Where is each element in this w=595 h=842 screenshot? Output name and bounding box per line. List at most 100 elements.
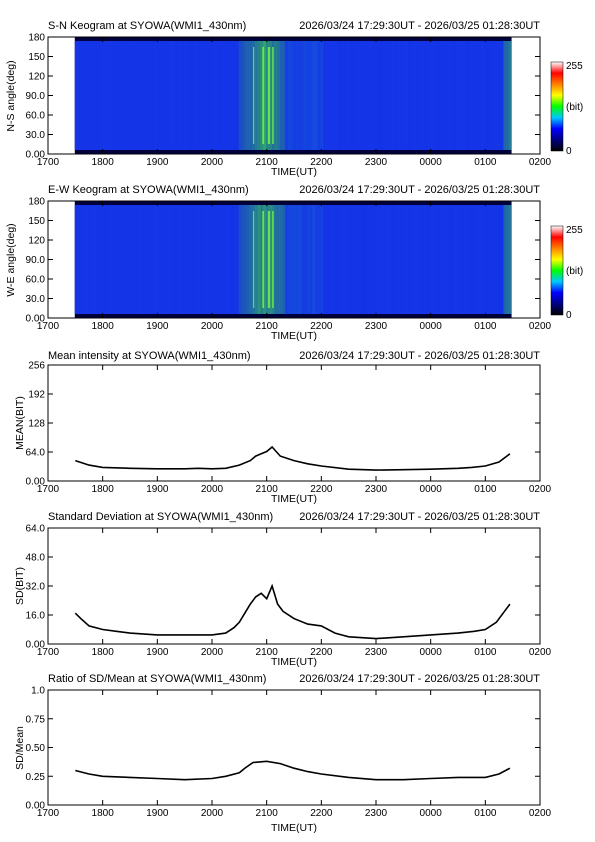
sn-keogram-panel: S-N Keogram at SYOWA(WMI1_430nm) 2026/03… [5, 20, 583, 178]
auroral-arc [253, 211, 255, 308]
x-tick-label: 1700 [37, 647, 60, 658]
keogram-column [402, 205, 406, 314]
sd-xlabel: TIME(UT) [271, 656, 317, 668]
keogram-column [121, 205, 125, 314]
x-tick-label: 0200 [529, 321, 552, 332]
keogram-column [153, 41, 157, 150]
x-tick-label: 0100 [474, 484, 497, 495]
keogram-column [366, 41, 370, 150]
mean-title: Mean intensity at SYOWA(WMI1_430nm) [48, 350, 251, 362]
keogram-column [405, 41, 409, 150]
x-tick-label: 0100 [474, 647, 497, 658]
x-tick-label: 0100 [474, 157, 497, 168]
x-tick-label: 2200 [310, 321, 333, 332]
keogram-column [151, 41, 155, 150]
keogram-column [80, 205, 84, 314]
keogram-column [197, 205, 201, 314]
keogram-column [364, 41, 368, 150]
keogram-column [107, 205, 111, 314]
keogram-column [325, 205, 329, 314]
keogram-column [416, 205, 419, 314]
keogram-column [492, 205, 496, 314]
keogram-column [497, 41, 501, 150]
keogram-column [293, 205, 297, 314]
keogram-column [421, 41, 425, 150]
x-tick-label: 2300 [365, 321, 388, 332]
mean-ylabel: MEAN(BIT) [14, 396, 26, 450]
keogram-column [334, 41, 338, 150]
keogram-column [440, 205, 444, 314]
x-tick-label: 0000 [420, 321, 443, 332]
keogram-column [478, 205, 482, 314]
keogram-column [162, 205, 166, 314]
x-tick-label: 0200 [529, 157, 552, 168]
keogram-column [429, 41, 433, 150]
keogram-column [183, 41, 187, 150]
keogram-column [448, 205, 452, 314]
x-tick-label: 1700 [37, 157, 60, 168]
y-tick-label: 0.00 [26, 801, 46, 812]
x-tick-label: 2100 [256, 647, 279, 658]
keogram-column [462, 41, 466, 150]
x-tick-label: 1700 [37, 808, 60, 819]
mean-frame [47, 364, 541, 482]
keogram-column [290, 41, 294, 150]
ew-keogram-title: E-W Keogram at SYOWA(WMI1_430nm) [48, 184, 249, 196]
sn-keogram-time-range: 2026/03/24 17:29:30UT - 2026/03/25 01:28… [299, 20, 540, 32]
keogram-column [456, 205, 460, 314]
y-tick-label: 120 [28, 236, 45, 247]
keogram-column [118, 41, 122, 150]
keogram-column [470, 41, 474, 150]
mean-ticks: 1700 1800 1900 2000 2100 2200 2300 0000 0100 0200… [26, 361, 552, 496]
sd-title: Standard Deviation at SYOWA(WMI1_430nm) [48, 511, 273, 523]
keogram-column [487, 41, 490, 150]
keogram-column [459, 41, 463, 150]
auroral-arc [262, 211, 265, 308]
x-tick-label: 1800 [92, 647, 115, 658]
x-tick-label: 2300 [365, 157, 388, 168]
keogram-column [107, 41, 111, 150]
keogram-column [183, 205, 187, 314]
x-tick-label: 0000 [420, 157, 443, 168]
keogram-column [476, 205, 480, 314]
keogram-column [478, 41, 482, 150]
keogram-column [366, 205, 370, 314]
keogram-column [102, 205, 106, 314]
x-tick-label: 2000 [201, 484, 224, 495]
keogram-column [263, 41, 267, 150]
ratio-ylabel: SD/Mean [14, 726, 26, 770]
keogram-column [399, 41, 403, 150]
y-tick-label: 150 [28, 216, 45, 227]
keogram-column [276, 41, 280, 150]
keogram-column [153, 205, 157, 314]
y-tick-label: 256 [28, 361, 45, 372]
x-tick-label: 1900 [146, 484, 169, 495]
y-tick-label: 128 [28, 419, 45, 430]
sn-keogram-ylabel: N-S angle(deg) [5, 60, 17, 131]
keogram-column [508, 205, 512, 314]
keogram-column [306, 205, 310, 314]
keogram-column [413, 205, 417, 314]
keogram-column [497, 205, 501, 314]
keogram-column [331, 41, 335, 150]
keogram-column [443, 41, 447, 150]
y-tick-label: 30.0 [26, 294, 46, 305]
keogram-column [328, 205, 332, 314]
keogram-column [189, 41, 193, 150]
keogram-column [257, 205, 261, 314]
keogram-column [257, 41, 261, 150]
y-tick-label: 16.0 [26, 611, 46, 622]
keogram-column [465, 41, 469, 150]
keogram-column [405, 205, 409, 314]
keogram-column [377, 41, 381, 150]
keogram-column [293, 41, 297, 150]
keogram-column [263, 205, 267, 314]
keogram-column [342, 205, 346, 314]
keogram-column [203, 41, 207, 150]
keogram-column [170, 41, 174, 150]
keogram-column [290, 205, 294, 314]
keogram-column [110, 205, 114, 314]
keogram-column [421, 205, 425, 314]
x-tick-label: 2100 [256, 484, 279, 495]
keogram-column [219, 205, 223, 314]
